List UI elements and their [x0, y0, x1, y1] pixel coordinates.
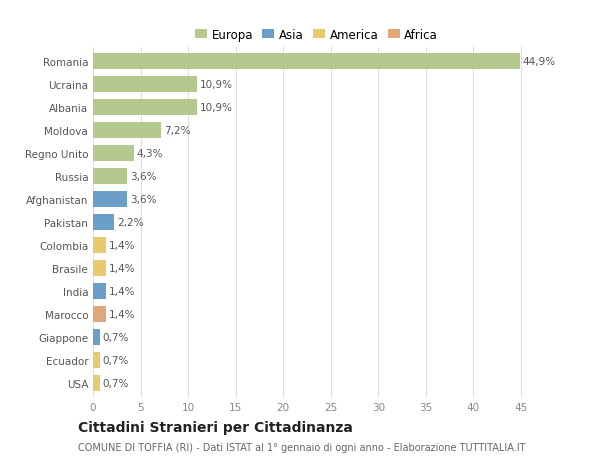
Text: COMUNE DI TOFFIA (RI) - Dati ISTAT al 1° gennaio di ogni anno - Elaborazione TUT: COMUNE DI TOFFIA (RI) - Dati ISTAT al 1°… — [78, 442, 526, 452]
Text: 0,7%: 0,7% — [103, 378, 129, 388]
Text: 0,7%: 0,7% — [103, 332, 129, 342]
Text: 44,9%: 44,9% — [523, 57, 556, 67]
Bar — [93, 77, 197, 93]
Bar — [93, 375, 100, 392]
Bar — [93, 237, 106, 254]
Bar — [93, 283, 106, 300]
Text: 1,4%: 1,4% — [109, 263, 136, 274]
Text: 10,9%: 10,9% — [200, 103, 233, 113]
Bar — [93, 100, 197, 116]
Bar — [93, 306, 106, 323]
Bar — [93, 329, 100, 346]
Bar — [93, 214, 114, 231]
Text: 0,7%: 0,7% — [103, 355, 129, 365]
Bar — [93, 352, 100, 369]
Text: 4,3%: 4,3% — [137, 149, 163, 159]
Text: 1,4%: 1,4% — [109, 309, 136, 319]
Legend: Europa, Asia, America, Africa: Europa, Asia, America, Africa — [193, 26, 440, 44]
Bar — [93, 168, 127, 185]
Bar — [93, 54, 520, 70]
Text: 10,9%: 10,9% — [200, 80, 233, 90]
Text: 3,6%: 3,6% — [130, 172, 157, 182]
Bar — [93, 260, 106, 277]
Text: Cittadini Stranieri per Cittadinanza: Cittadini Stranieri per Cittadinanza — [78, 420, 353, 434]
Text: 3,6%: 3,6% — [130, 195, 157, 205]
Bar — [93, 146, 134, 162]
Text: 7,2%: 7,2% — [164, 126, 191, 136]
Text: 2,2%: 2,2% — [117, 218, 143, 228]
Text: 1,4%: 1,4% — [109, 286, 136, 297]
Bar — [93, 191, 127, 208]
Text: 1,4%: 1,4% — [109, 241, 136, 251]
Bar — [93, 123, 161, 139]
